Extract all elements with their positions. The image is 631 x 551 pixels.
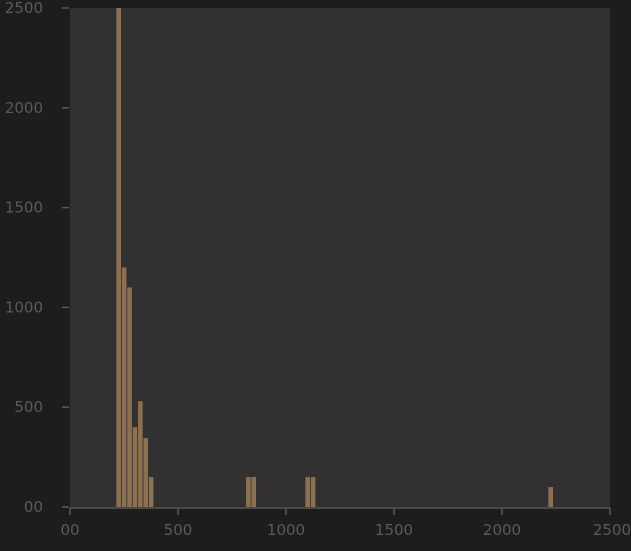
histogram-bar-7 [246,477,251,507]
histogram-bar-0 [116,8,122,507]
histogram-bar-8 [251,477,257,507]
y-tick-label-0: 00 [24,498,43,516]
histogram-bar-9 [305,477,311,507]
y-tick-label-3: 1500 [5,199,43,217]
x-tick-label-4: 2000 [483,521,521,539]
histogram-bar-6 [148,477,154,507]
histogram-bar-4 [138,401,143,507]
x-tick-label-0: 00 [60,521,79,539]
plot-area [70,8,610,507]
histogram-bar-3 [132,427,138,507]
y-tick-label-4: 2000 [5,99,43,117]
histogram-bar-2 [127,287,132,507]
y-axis: 00 500 1000 1500 2000 2500 [5,0,69,516]
x-axis: 00 500 1000 1500 2000 2500 [60,507,631,539]
y-tick-label-2: 1000 [5,298,43,316]
y-tick-label-1: 500 [14,398,43,416]
x-tick-label-5: 2500 [593,521,631,539]
histogram-bar-10 [310,477,316,507]
histogram-bar-1 [121,267,127,507]
bars-group [116,8,554,507]
y-tick-label-5: 2500 [5,0,43,17]
x-tick-label-2: 1000 [267,521,305,539]
histogram-bar-5 [143,438,149,507]
histogram-bar-11 [548,487,554,507]
x-tick-label-3: 1500 [375,521,413,539]
x-tick-label-1: 500 [164,521,193,539]
